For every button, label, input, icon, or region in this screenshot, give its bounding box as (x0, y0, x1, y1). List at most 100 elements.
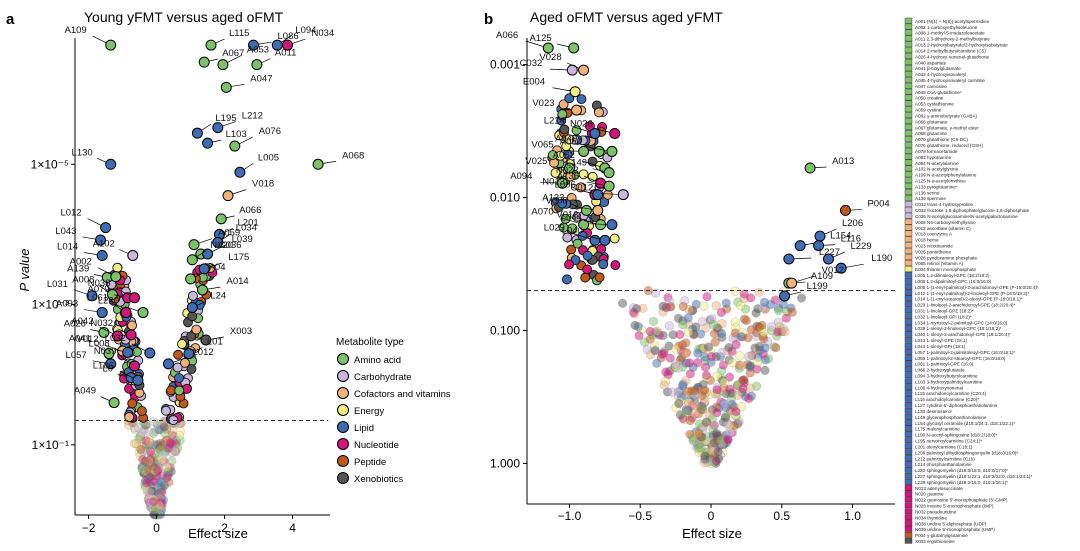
panel-a-bg-point (160, 428, 170, 438)
panel-b-bg-point (724, 342, 734, 353)
panel-a-point-label: N039 (94, 346, 117, 357)
key-entry-a011: A011 2,3-dihydroxy-2-methylbutyrate (915, 37, 990, 42)
panel-a-bg-point (154, 493, 165, 503)
key-entry-l006: L006 1,2-dipalmitoyl-GPC (16:0/16:0) (915, 279, 992, 284)
panel-a-bg-point (146, 497, 157, 507)
panel-a-bg-point (171, 439, 181, 449)
key-entry-a076: A076 glutathione, reduced (GSH) (915, 143, 983, 148)
panel-a-bg-point (139, 467, 149, 477)
panel-b-point-label: L116 (841, 234, 861, 245)
panel-a-point-a067 (198, 56, 210, 68)
panel-b-cluster-point (558, 99, 569, 110)
panel-a-point-n038 (129, 292, 140, 304)
panel-a-bg-point (137, 446, 148, 456)
panel-b-cluster-point (594, 272, 605, 283)
panel-b-cluster-point (557, 198, 568, 209)
panel-a-point-l130 (105, 158, 117, 170)
key-entry-v028: V028 pyridoxamine phosphate (915, 255, 978, 260)
key-swatch-a047 (904, 82, 913, 89)
panel-b-bg-point (678, 301, 688, 312)
panel-a-point-a049 (108, 397, 120, 409)
panel-b-point-label: A066 (496, 30, 518, 41)
panel-a-bg-point (135, 431, 145, 441)
panel-b-bg-point (744, 394, 754, 404)
panel-b-bg-point (721, 298, 731, 308)
key-swatch-a070 (904, 136, 913, 142)
panel-a-bg-point (160, 445, 171, 456)
panel-a-bg-point (144, 457, 154, 467)
panel-b-cluster-point (582, 264, 593, 275)
panel-a-arm-point (186, 331, 197, 342)
panel-a-point-l115 (205, 39, 217, 51)
key-entry-l201: L201 oleoylcarnitine (C18:1) (915, 444, 973, 449)
panel-a-bg-point (149, 486, 160, 496)
panel-a-bg-point (134, 434, 144, 444)
panel-a-point-label: A011 (275, 48, 296, 59)
key-entry-a008: A008 1-methyl-5-imidazoleacetate (915, 31, 985, 36)
panel-a-arm-point (186, 364, 197, 375)
panel-b-point-v025 (563, 162, 575, 174)
panel-a-bg-point (166, 466, 176, 477)
panel-b-cluster-point (557, 109, 568, 120)
panel-a-bg-point (150, 487, 161, 497)
panel-b-point-v028 (578, 64, 590, 76)
legend-label: Xenobiotics (354, 474, 403, 485)
key-swatch-a013 (904, 41, 913, 48)
panel-b-cluster-point (571, 125, 582, 136)
panel-b-bg-point (767, 321, 777, 331)
panel-a-point-label: L032 (105, 333, 126, 344)
panel-a-y-axis-label: P value (17, 249, 32, 292)
key-entry-a094: A094 N-acetylalanine (915, 161, 959, 166)
key-entry-l190: L190 N-acetyl-sphingosine (d18:2/18:0)* (915, 433, 997, 438)
key-entry-a047: A047 carnosine (915, 84, 947, 89)
panel-b-point-label: C012 (571, 183, 594, 194)
panel-a-point-a041 (103, 348, 115, 360)
panel-b-bg-point (661, 367, 671, 377)
panel-b-point-v023 (571, 104, 583, 116)
panel-b-point-label: A050 (560, 136, 582, 147)
key-entry-l115: L115 arachidonoylcarnitine (C20:4) (915, 391, 987, 396)
panel-a-point-label: L086 (278, 31, 299, 42)
key-entry-a014: A014 2-methylbutyrylcarnitine (C5) (915, 48, 986, 53)
panel-b-point-l229 (822, 253, 834, 265)
panel-b-bg-point (673, 313, 683, 323)
panel-b-bg-point (675, 329, 685, 340)
panel-a-bg-point (158, 419, 168, 429)
panel-a-point-label: L195 (215, 113, 236, 124)
panel-a-bg-point (141, 456, 151, 466)
panel-a-bg-point (153, 488, 163, 499)
panel-a-bg-point (149, 502, 159, 512)
panel-a-bg-point (158, 495, 169, 505)
panel-b-axes: −1.0 −0.5 0 0.5 1.0 0.001 0.010 0.100 1.000 (490, 38, 895, 523)
key-swatch-l154 (904, 419, 913, 426)
key-entry-l154: L154 glycosyl ceramide (d18:1/24:1, d18:… (915, 421, 1015, 426)
panel-a-bg-point (137, 427, 147, 437)
panel-a-bg-point (144, 487, 154, 497)
panel-b-bg-point (759, 297, 770, 307)
panel-b-point-l044 (606, 219, 618, 231)
panel-a-bg-point (129, 423, 140, 433)
key-swatch-a053 (904, 100, 913, 107)
panel-a-bg-point (175, 426, 185, 436)
panel-a-bg-point (174, 430, 185, 441)
panel-b-bg-point (796, 293, 807, 303)
panel-a-bg-point (146, 498, 156, 508)
panel-b-bg-point (781, 313, 791, 323)
panel-b-point-v012 (786, 277, 798, 289)
panel-a-bg-point (143, 441, 154, 451)
key-swatch-l130 (904, 407, 913, 414)
panel-a-bg-point (165, 439, 175, 449)
panel-b-point-label: L149 (566, 158, 587, 169)
panel-b-point-e004 (569, 86, 581, 98)
panel-a-bg-point (144, 493, 154, 503)
key-entry-n038: N038 uridine 5'-diphosphate (UDP) (915, 521, 987, 526)
key-swatch-a041 (904, 65, 913, 71)
panel-b-point-v008 (592, 204, 604, 216)
panel-a-bg-point (154, 486, 164, 496)
panel-a-bg-point (143, 473, 153, 483)
panel-a-arm-point (127, 398, 138, 409)
key-entry-l227: L227 sphingomyelin (d18:1/22:1, d18:2/22… (915, 474, 1032, 479)
panel-a-bg-point (146, 496, 156, 506)
panel-a-point-label: A042 (71, 316, 93, 327)
